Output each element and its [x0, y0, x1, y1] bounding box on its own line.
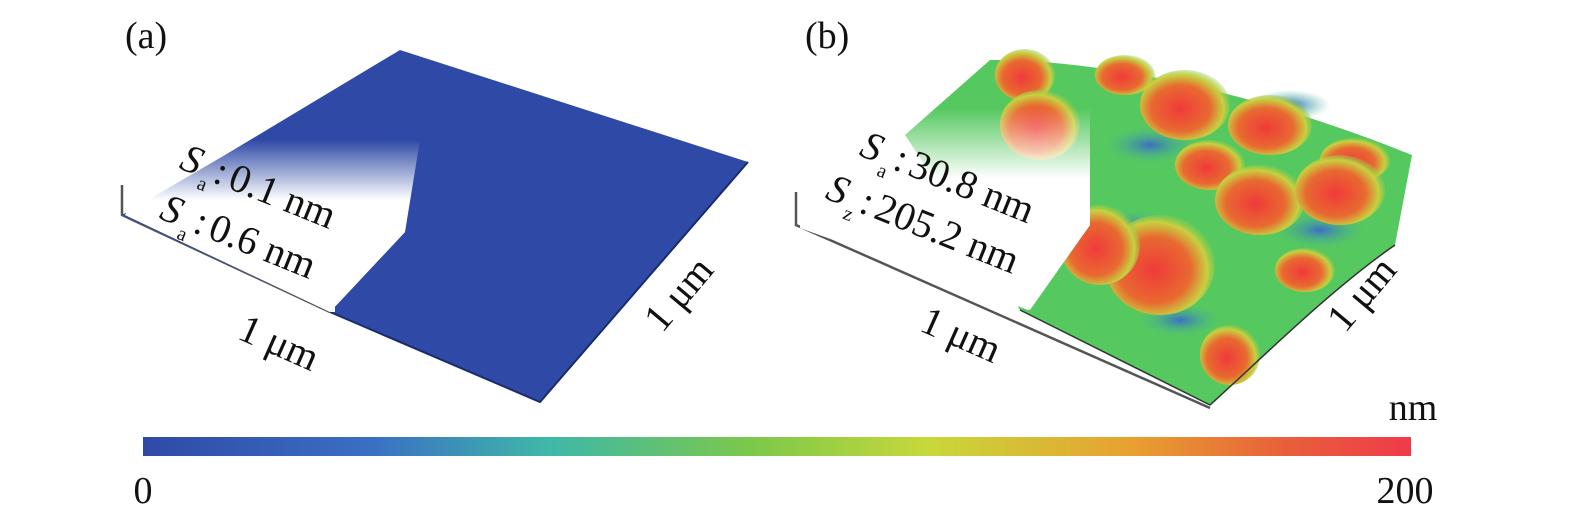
colorbar-min-label: 0	[134, 470, 153, 512]
colorbar-max-label: 200	[1377, 470, 1434, 512]
panel-b-label-mask-solid	[800, 185, 1090, 310]
panel-b-x-extent: 1 μm	[914, 297, 1008, 372]
colorbar-gradient	[143, 437, 1411, 456]
panel-b-label: (b)	[805, 15, 849, 57]
panel-b: (b)	[794, 15, 1412, 410]
colorbar: nm 0 200	[134, 387, 1438, 512]
panel-a-label: (a)	[125, 15, 167, 57]
panel-b-edge	[1019, 244, 1396, 406]
panel-b-axis	[794, 192, 1211, 410]
panel-a-edge	[329, 161, 749, 404]
panel-a: (a) S a : 0.1 nm S a : 0.6 nm 1 μm 1 μm	[120, 15, 749, 404]
panel-a-label-mask-corner	[330, 232, 405, 312]
panel-a-surface	[122, 50, 748, 402]
panel-a-x-extent: 1 μm	[232, 305, 326, 380]
panel-a-label-mask-solid	[125, 205, 335, 312]
colorbar-unit: nm	[1389, 387, 1438, 429]
